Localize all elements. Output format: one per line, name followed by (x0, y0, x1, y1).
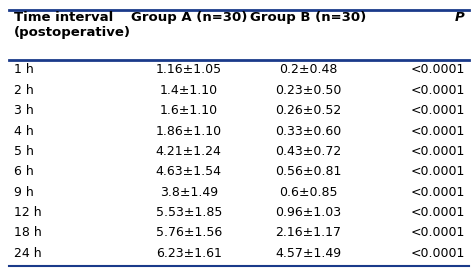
Text: 6.23±1.61: 6.23±1.61 (156, 247, 222, 260)
Text: <0.0001: <0.0001 (410, 104, 465, 117)
Text: 18 h: 18 h (14, 226, 42, 239)
Text: Time interval
(postoperative): Time interval (postoperative) (14, 11, 131, 39)
Text: <0.0001: <0.0001 (410, 226, 465, 239)
Text: 0.33±0.60: 0.33±0.60 (275, 125, 341, 138)
Text: <0.0001: <0.0001 (410, 63, 465, 76)
Text: Group A (n=30): Group A (n=30) (131, 11, 247, 24)
Text: 1.4±1.10: 1.4±1.10 (160, 84, 218, 97)
Text: 5.53±1.85: 5.53±1.85 (155, 206, 222, 219)
Text: <0.0001: <0.0001 (410, 206, 465, 219)
Text: 4.21±1.24: 4.21±1.24 (156, 145, 222, 158)
Text: 2 h: 2 h (14, 84, 34, 97)
Text: P: P (455, 11, 465, 24)
Text: 24 h: 24 h (14, 247, 42, 260)
Text: <0.0001: <0.0001 (410, 186, 465, 199)
Text: <0.0001: <0.0001 (410, 125, 465, 138)
Text: 0.96±1.03: 0.96±1.03 (275, 206, 341, 219)
Text: 3 h: 3 h (14, 104, 34, 117)
Text: 0.56±0.81: 0.56±0.81 (275, 165, 342, 178)
Text: 6 h: 6 h (14, 165, 34, 178)
Text: 9 h: 9 h (14, 186, 34, 199)
Text: 0.26±0.52: 0.26±0.52 (275, 104, 341, 117)
Text: 4.57±1.49: 4.57±1.49 (275, 247, 341, 260)
Text: 5.76±1.56: 5.76±1.56 (155, 226, 222, 239)
Text: 5 h: 5 h (14, 145, 34, 158)
Text: 1.86±1.10: 1.86±1.10 (156, 125, 222, 138)
Text: <0.0001: <0.0001 (410, 247, 465, 260)
Text: 0.43±0.72: 0.43±0.72 (275, 145, 341, 158)
Text: 1.16±1.05: 1.16±1.05 (156, 63, 222, 76)
Text: 0.6±0.85: 0.6±0.85 (279, 186, 337, 199)
Text: 1.6±1.10: 1.6±1.10 (160, 104, 218, 117)
Text: 2.16±1.17: 2.16±1.17 (275, 226, 341, 239)
Text: <0.0001: <0.0001 (410, 145, 465, 158)
Text: 4 h: 4 h (14, 125, 34, 138)
Text: 0.23±0.50: 0.23±0.50 (275, 84, 342, 97)
Text: 1 h: 1 h (14, 63, 34, 76)
Text: 4.63±1.54: 4.63±1.54 (156, 165, 222, 178)
Text: 0.2±0.48: 0.2±0.48 (279, 63, 337, 76)
Text: Group B (n=30): Group B (n=30) (250, 11, 366, 24)
Text: 3.8±1.49: 3.8±1.49 (160, 186, 218, 199)
Text: 12 h: 12 h (14, 206, 42, 219)
Text: <0.0001: <0.0001 (410, 165, 465, 178)
Text: <0.0001: <0.0001 (410, 84, 465, 97)
